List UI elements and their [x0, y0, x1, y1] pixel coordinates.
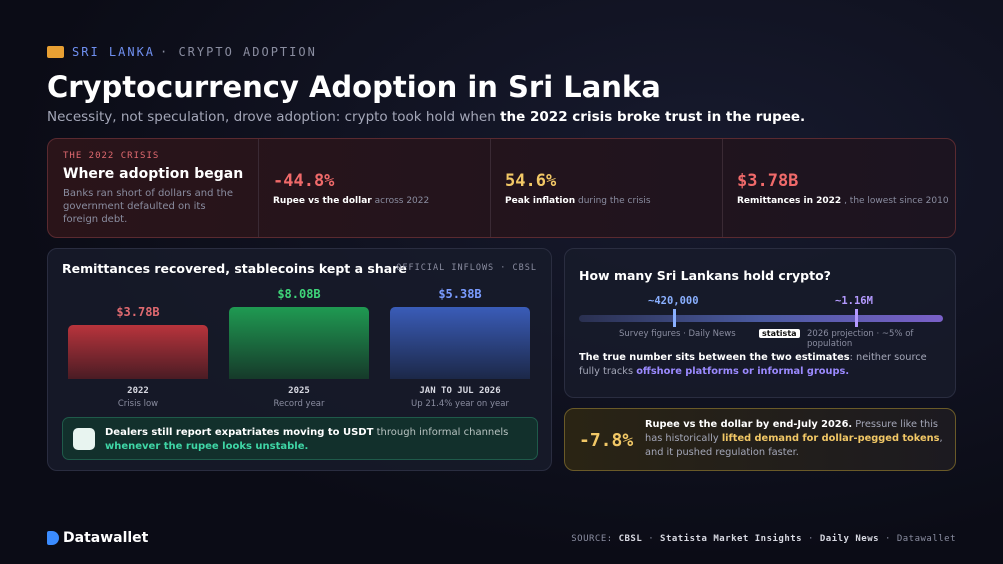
- stat-label: Peak inflation during the crisis: [505, 196, 651, 206]
- low-marker: [673, 309, 676, 327]
- statista-badge: statista: [759, 329, 800, 338]
- brand: Datawallet: [63, 530, 149, 546]
- crisis-heading: Where adoption began: [63, 166, 244, 182]
- high-marker: [855, 309, 858, 327]
- remittances-panel: Remittances recovered, stablecoins kept …: [47, 248, 552, 471]
- stat-value: 54.6%: [505, 171, 557, 191]
- bar-value: $5.38B: [438, 287, 482, 301]
- holders-body: The true number sits between the two est…: [579, 351, 949, 379]
- holders-title: How many Sri Lankans hold crypto?: [579, 268, 831, 283]
- flag: [47, 46, 64, 58]
- note-lead: Dealers still report expatriates moving …: [105, 427, 374, 438]
- stat-label: Rupee vs the dollar across 2022: [273, 196, 429, 206]
- note-text: Dealers still report expatriates moving …: [105, 426, 525, 454]
- rupee-value: -7.8%: [579, 430, 634, 451]
- bar: [390, 307, 530, 379]
- source: Statista Market Insights: [660, 534, 803, 544]
- bar: [68, 325, 208, 379]
- stat-label: Remittances in 2022 , the lowest since 2…: [737, 196, 949, 206]
- source: Daily News: [819, 534, 880, 544]
- stat-label-rest: across 2022: [374, 196, 430, 206]
- brand-logo: [47, 531, 59, 545]
- bar-note: Up 21.4% year on year: [411, 399, 509, 409]
- remittances-source: OFFICIAL INFLOWS · CBSL: [396, 263, 537, 273]
- rupee-mid: Pressure like this has historically: [645, 419, 939, 444]
- bar: [229, 307, 369, 379]
- body-emphasis: offshore platforms or informal groups.: [636, 366, 850, 377]
- note-box: Dealers still report expatriates moving …: [62, 417, 538, 460]
- low-source: Survey figures · Daily News: [619, 329, 736, 339]
- remittances-title: Remittances recovered, stablecoins kept …: [62, 261, 407, 276]
- topic: · CRYPTO ADOPTION: [160, 45, 317, 59]
- high-value: ~1.16M: [835, 295, 873, 307]
- stat-label-bold: Remittances in 2022: [737, 196, 842, 206]
- subtitle: Necessity, not speculation, drove adopti…: [47, 109, 805, 125]
- note-emphasis: whenever the rupee looks unstable.: [105, 441, 309, 452]
- divider: [722, 139, 723, 237]
- stat-label-bold: Rupee vs the dollar: [273, 196, 372, 206]
- subtitle-emphasis: the 2022 crisis broke trust in the rupee…: [500, 109, 806, 125]
- credit: Datawallet: [896, 534, 956, 544]
- bar-value: $8.08B: [277, 287, 321, 301]
- bar-label: 2022: [127, 386, 149, 396]
- low-value: ~420,000: [648, 295, 699, 307]
- bar-label: JAN TO JUL 2026: [419, 386, 501, 396]
- topic-text: CRYPTO ADOPTION: [178, 45, 317, 59]
- stat-label-rest: , the lowest since 2010: [844, 196, 949, 206]
- source: CBSL: [618, 534, 643, 544]
- note-icon: [73, 428, 95, 450]
- crisis-body: Banks ran short of dollars and the gover…: [63, 188, 234, 225]
- rupee-end: , and it pushed regulation faster.: [645, 433, 943, 458]
- bar-value: $3.78B: [116, 305, 160, 319]
- source-label: SOURCE:: [571, 534, 613, 544]
- bar-note: Record year: [273, 399, 325, 409]
- divider: [258, 139, 259, 237]
- footer-sources: SOURCE: CBSL · Statista Market Insights …: [571, 534, 956, 544]
- body-lead: The true number sits between the two est…: [579, 352, 850, 363]
- body-mid: : neither source fully tracks: [579, 352, 927, 377]
- subtitle-lead: Necessity, not speculation, drove adopti…: [47, 109, 496, 125]
- rupee-text: Rupee vs the dollar by end-July 2026. Pr…: [645, 418, 945, 460]
- range-bar: [579, 315, 943, 322]
- bar-label: 2025: [288, 386, 310, 396]
- stat-value: $3.78B: [737, 171, 799, 191]
- country: SRI LANKA: [72, 45, 156, 59]
- stat-value: -44.8%: [273, 171, 335, 191]
- stat-label-rest: during the crisis: [577, 196, 651, 206]
- rupee-emphasis: lifted demand for dollar-pegged tokens: [721, 433, 940, 444]
- note-mid: through informal channels: [376, 427, 509, 438]
- high-source: 2026 projection · ~5% of population: [807, 329, 914, 349]
- holders-panel: How many Sri Lankans hold crypto? ~420,0…: [564, 248, 956, 398]
- stat-label-bold: Peak inflation: [505, 196, 576, 206]
- crisis-label: THE 2022 CRISIS: [63, 151, 160, 161]
- divider: [490, 139, 491, 237]
- title: Cryptocurrency Adoption in Sri Lanka: [47, 70, 661, 104]
- rupee-lead: Rupee vs the dollar by end-July 2026.: [645, 419, 853, 430]
- rupee-panel: -7.8% Rupee vs the dollar by end-July 20…: [564, 408, 956, 471]
- bar-note: Crisis low: [117, 399, 159, 409]
- crisis-panel: THE 2022 CRISIS Where adoption began Ban…: [47, 138, 956, 238]
